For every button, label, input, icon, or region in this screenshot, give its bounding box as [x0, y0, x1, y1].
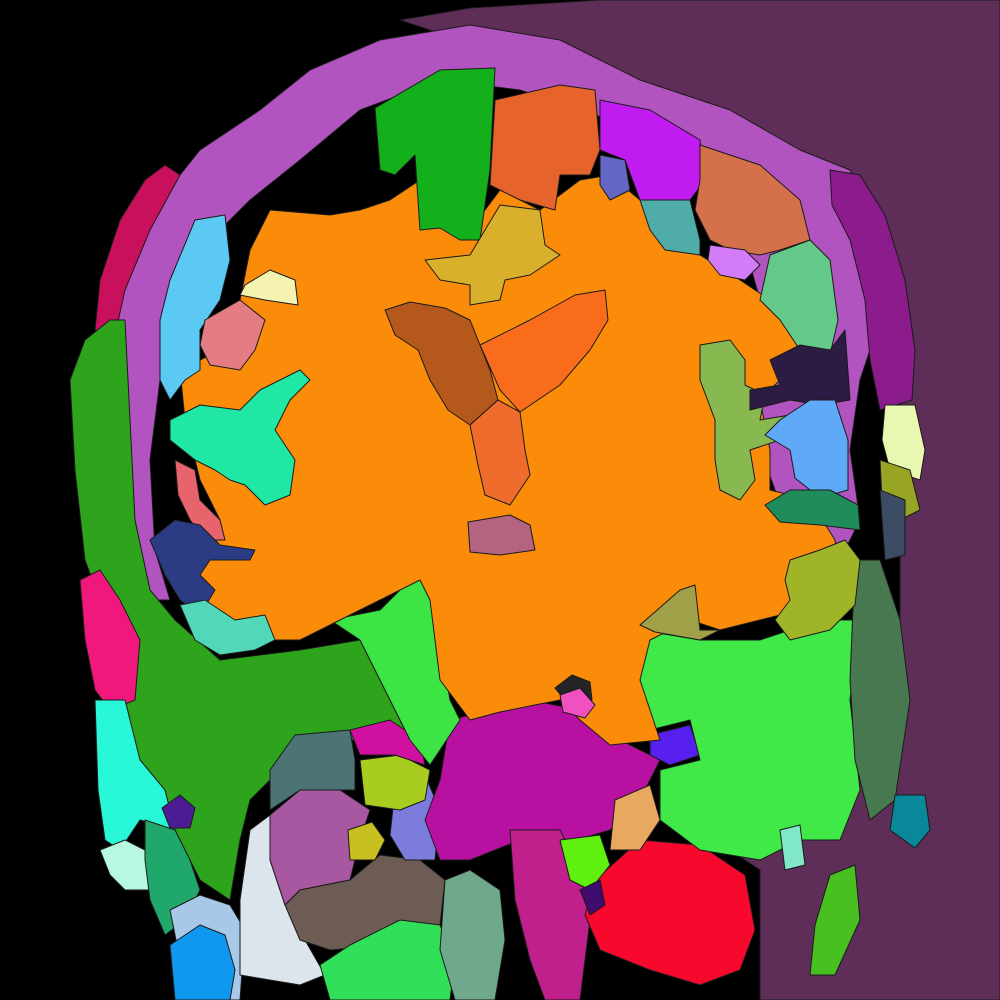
left-indigo-small — [161, 794, 196, 829]
left-pink-lower — [79, 569, 141, 711]
ventricle-lower — [469, 399, 531, 506]
right-mint-small — [779, 824, 806, 871]
teal-top-right — [639, 199, 701, 256]
left-navy — [149, 519, 256, 616]
lime-small — [559, 834, 611, 891]
mustard-top — [424, 204, 561, 306]
deep-purple-small — [579, 879, 606, 916]
slate-blue-top — [599, 154, 631, 201]
left-rose — [199, 299, 266, 371]
left-aquamarine-lower — [179, 599, 276, 656]
central-mauve — [467, 514, 536, 556]
left-blue-bottom — [169, 924, 236, 1000]
left-salmon — [174, 459, 226, 541]
olive-small-lower — [347, 821, 386, 861]
right-teal-small — [889, 794, 931, 849]
blue-violet — [649, 724, 701, 766]
right-olive-lower — [639, 584, 721, 641]
slate-teal — [269, 729, 356, 811]
right-dark-sea-green — [764, 489, 861, 531]
right-pale-yellow — [881, 404, 926, 481]
left-sky-blue — [159, 214, 231, 401]
left-aqua-green — [169, 369, 311, 506]
right-olive-green — [699, 339, 791, 501]
right-slate-small — [879, 489, 906, 561]
lilac-top-right — [707, 244, 761, 281]
pink-small-center — [559, 687, 596, 719]
ventricle-right — [479, 289, 609, 413]
green-top — [374, 67, 496, 241]
sand-orange — [609, 784, 661, 851]
gray-green-bottom — [439, 869, 506, 1000]
left-pale-yellow — [239, 269, 299, 306]
red-lower-right — [584, 839, 756, 986]
orange-top — [489, 84, 601, 211]
right-yellow-green — [774, 539, 861, 641]
right-green-bottom — [809, 864, 861, 976]
coral-top-right — [694, 144, 811, 256]
